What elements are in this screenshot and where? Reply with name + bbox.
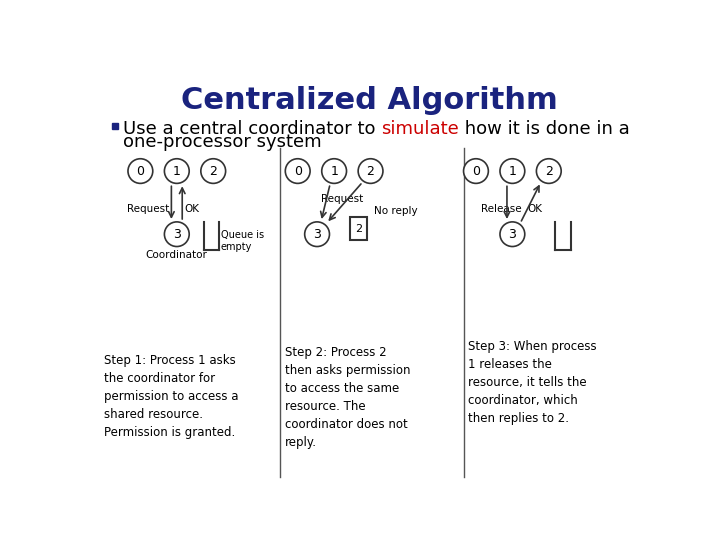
- Circle shape: [201, 159, 225, 184]
- Text: 0: 0: [136, 165, 145, 178]
- Text: No reply: No reply: [374, 206, 418, 216]
- Bar: [112, 123, 118, 130]
- Text: Queue is
empty: Queue is empty: [221, 230, 264, 252]
- Circle shape: [358, 159, 383, 184]
- Circle shape: [536, 159, 561, 184]
- Text: how it is done in a: how it is done in a: [459, 120, 629, 138]
- Text: one-processor system: one-processor system: [122, 133, 321, 151]
- Bar: [351, 217, 367, 240]
- Circle shape: [500, 222, 525, 247]
- Circle shape: [322, 159, 346, 184]
- Text: Request: Request: [127, 204, 169, 214]
- Text: 2: 2: [356, 224, 362, 234]
- Text: 3: 3: [508, 228, 516, 241]
- Circle shape: [464, 159, 488, 184]
- Text: OK: OK: [528, 204, 543, 214]
- Text: simulate: simulate: [381, 120, 459, 138]
- Text: Step 3: When process
1 releases the
resource, it tells the
coordinator, which
th: Step 3: When process 1 releases the reso…: [468, 340, 597, 426]
- Text: Request: Request: [321, 194, 363, 204]
- Text: Release: Release: [482, 204, 522, 214]
- Text: 0: 0: [472, 165, 480, 178]
- Circle shape: [285, 159, 310, 184]
- Circle shape: [500, 159, 525, 184]
- Text: 0: 0: [294, 165, 302, 178]
- Text: 2: 2: [210, 165, 217, 178]
- Text: 1: 1: [173, 165, 181, 178]
- Text: OK: OK: [184, 204, 199, 214]
- Text: 2: 2: [366, 165, 374, 178]
- Circle shape: [128, 159, 153, 184]
- Text: 2: 2: [545, 165, 553, 178]
- Circle shape: [164, 222, 189, 247]
- Circle shape: [164, 159, 189, 184]
- Text: 3: 3: [173, 228, 181, 241]
- Text: 1: 1: [508, 165, 516, 178]
- Text: Use a central coordinator to: Use a central coordinator to: [122, 120, 381, 138]
- Text: Step 2: Process 2
then asks permission
to access the same
resource. The
coordina: Step 2: Process 2 then asks permission t…: [285, 346, 411, 449]
- Text: 1: 1: [330, 165, 338, 178]
- Text: Coordinator: Coordinator: [146, 249, 208, 260]
- Text: Step 1: Process 1 asks
the coordinator for
permission to access a
shared resourc: Step 1: Process 1 asks the coordinator f…: [104, 354, 238, 438]
- Text: 3: 3: [313, 228, 321, 241]
- Circle shape: [305, 222, 330, 247]
- Text: Centralized Algorithm: Centralized Algorithm: [181, 86, 557, 116]
